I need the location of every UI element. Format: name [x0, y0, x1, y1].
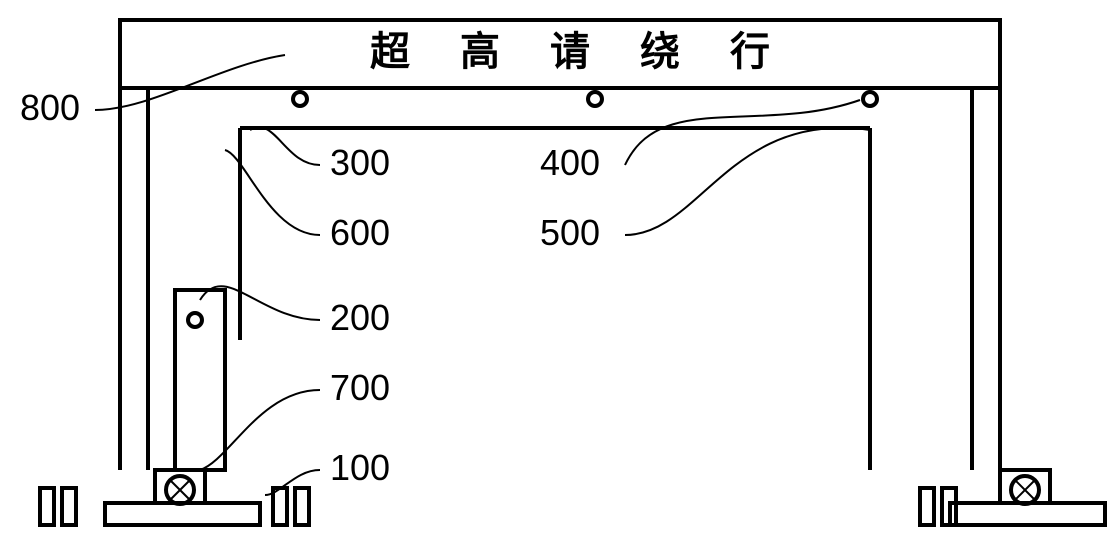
label-400: 400	[540, 142, 600, 183]
wheel-left	[166, 476, 194, 504]
label-800: 800	[20, 87, 80, 128]
label-200: 200	[330, 297, 390, 338]
label-300: 300	[330, 142, 390, 183]
label-500: 500	[540, 212, 600, 253]
header-char-4: 行	[730, 30, 770, 74]
label-100: 100	[330, 447, 390, 488]
label-700: 700	[330, 367, 390, 408]
label-600: 600	[330, 212, 390, 253]
header-char-3: 绕	[640, 30, 680, 74]
header-char-2: 请	[550, 30, 590, 74]
wheel-right	[1011, 476, 1039, 504]
leaders	[95, 55, 870, 495]
header-char-1: 高	[460, 30, 500, 74]
header-text: 超 高 请 绕 行	[370, 30, 770, 74]
callout-labels: 800 300 400 600 500 200 700 100	[20, 87, 600, 488]
header-char-0: 超	[370, 30, 411, 74]
